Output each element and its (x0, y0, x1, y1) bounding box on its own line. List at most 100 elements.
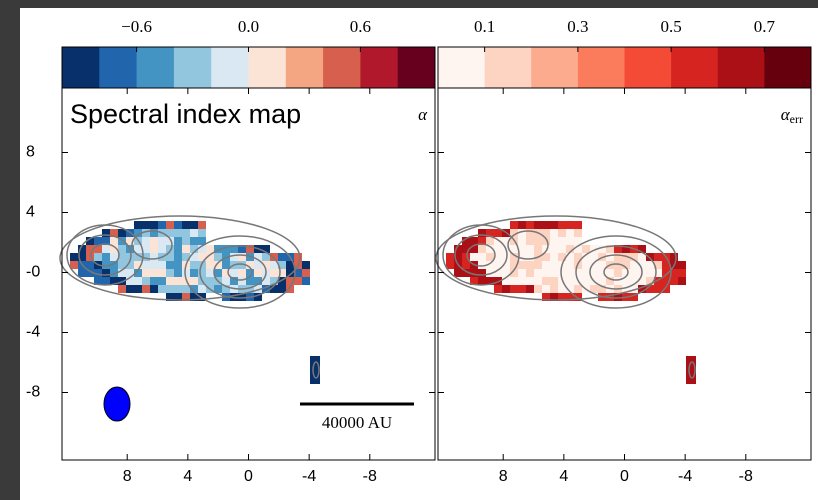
map-pixel (526, 229, 534, 237)
colorbar-bin (286, 47, 324, 88)
map-pixel (630, 269, 638, 277)
map-pixel (526, 277, 534, 285)
map-pixel (166, 277, 174, 285)
map-pixel (78, 269, 86, 277)
map-pixel (566, 277, 574, 285)
colorbar-bin (174, 47, 212, 88)
colorbar-tick-label: 0.5 (661, 17, 682, 36)
map-pixel (158, 221, 166, 229)
colorbar-bin (578, 47, 625, 88)
y-tick-label: 4 (26, 204, 35, 221)
map-pixel (102, 253, 110, 261)
map-pixel (558, 229, 566, 237)
map-pixel (478, 245, 486, 253)
x-tick-label: 8 (123, 468, 132, 485)
map-pixel (518, 269, 526, 277)
map-pixel (518, 237, 526, 245)
map-pixel (150, 285, 158, 293)
panel-title: Spectral index map (70, 99, 301, 129)
map-pixel (518, 285, 526, 293)
map-pixel (174, 253, 182, 261)
map-pixel (102, 245, 110, 253)
map-pixel (278, 253, 286, 261)
colorbar-bin (211, 47, 249, 88)
map-pixel (174, 245, 182, 253)
map-pixel (110, 237, 118, 245)
map-pixel (494, 285, 502, 293)
map-pixel (550, 237, 558, 245)
map-pixel (150, 261, 158, 269)
map-pixel (558, 245, 566, 253)
map-pixel (566, 261, 574, 269)
x-tick-label: 0 (244, 468, 253, 485)
map-pixel (174, 229, 182, 237)
map-pixel (510, 277, 518, 285)
map-pixel (158, 245, 166, 253)
map-pixel (518, 261, 526, 269)
map-pixel (70, 253, 78, 261)
map-pixel (142, 237, 150, 245)
map-pixel (582, 261, 590, 269)
map-pixel (190, 221, 198, 229)
y-tick-label: -4 (26, 324, 40, 341)
colorbar-bin (137, 47, 175, 88)
map-pixel (542, 285, 550, 293)
map-pixel (230, 269, 238, 277)
map-pixel (262, 277, 270, 285)
y-tick-label: 8 (26, 144, 35, 161)
colorbar-tick-label: 0.6 (350, 17, 371, 36)
x-tick-label: -8 (363, 468, 377, 485)
map-pixel (102, 269, 110, 277)
map-pixel (174, 269, 182, 277)
map-pixel (534, 269, 542, 277)
map-pixel (574, 269, 582, 277)
map-pixel (614, 253, 622, 261)
x-tick-label: -8 (739, 468, 753, 485)
map-pixel (558, 237, 566, 245)
map-pixel (550, 261, 558, 269)
map-pixel (486, 237, 494, 245)
map-pixel (278, 285, 286, 293)
map-pixel (294, 253, 302, 261)
colorbar-bin (62, 47, 100, 88)
map-pixel (534, 245, 542, 253)
map-pixel (150, 221, 158, 229)
x-tick-label: 8 (499, 468, 508, 485)
map-pixel (526, 253, 534, 261)
colorbar-bin (99, 47, 137, 88)
map-pixel (478, 269, 486, 277)
colorbar-bin (625, 47, 672, 88)
map-pixel (638, 277, 646, 285)
map-pixel (534, 277, 542, 285)
map-pixel (150, 245, 158, 253)
map-pixel (182, 229, 190, 237)
map-pixel (526, 261, 534, 269)
map-pixel (198, 221, 206, 229)
map-pixel (534, 237, 542, 245)
x-tick-label: 0 (620, 468, 629, 485)
map-pixel (158, 277, 166, 285)
map-pixel (678, 269, 686, 277)
beam (104, 387, 130, 421)
map-pixel (542, 221, 550, 229)
map-pixel (646, 269, 654, 277)
map-pixel (150, 269, 158, 277)
map-pixel (174, 261, 182, 269)
map-pixel (446, 253, 454, 261)
map-pixel (174, 221, 182, 229)
map-pixel (254, 269, 262, 277)
map-pixel (270, 269, 278, 277)
map-pixel (582, 245, 590, 253)
map-pixel (142, 277, 150, 285)
colorbar-bin (671, 47, 718, 88)
y-tick-label: -0 (26, 264, 40, 281)
map-pixel (518, 277, 526, 285)
map-pixel (582, 269, 590, 277)
map-pixel (542, 269, 550, 277)
map-pixel (142, 285, 150, 293)
x-tick-label: 4 (559, 468, 568, 485)
map-pixel (566, 237, 574, 245)
map-pixel (142, 221, 150, 229)
colorbar-bin (360, 47, 398, 88)
map-pixel (558, 221, 566, 229)
